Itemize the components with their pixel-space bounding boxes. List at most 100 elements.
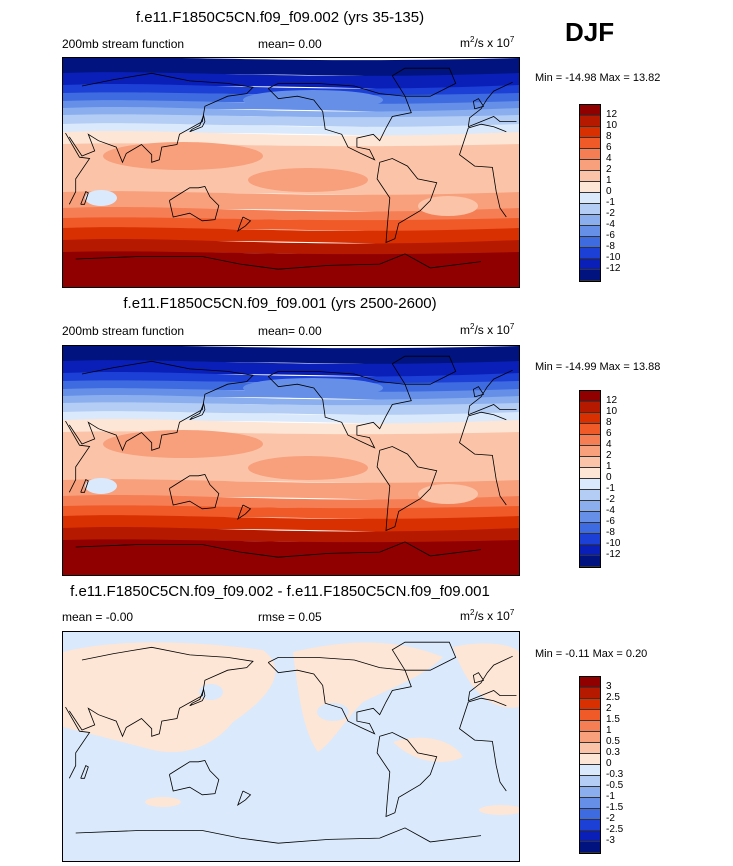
colorbar-tick-label: -6 (606, 230, 615, 241)
colorbar-swatch (580, 721, 600, 732)
colorbar-swatch (580, 699, 600, 710)
colorbar-tick-label: -0.3 (606, 769, 624, 780)
colorbar-tick-label: 6 (606, 142, 612, 153)
colorbar-swatch (580, 116, 600, 127)
coastline (480, 697, 507, 707)
coastline (480, 123, 507, 133)
panel2-variable-label: 200mb stream function (62, 324, 185, 338)
colorbar-tick-label: -0.5 (606, 780, 624, 791)
colorbar-tick-label: 12 (606, 109, 618, 120)
colorbar-tick-label: 0 (606, 472, 612, 483)
colorbar-swatch (580, 545, 600, 556)
colorbar-tick-label: -8 (606, 241, 615, 252)
panel2-map (62, 345, 520, 576)
coastline (169, 186, 220, 222)
coastline (467, 81, 513, 127)
colorbar-swatch (580, 446, 600, 457)
coastline (391, 641, 457, 671)
colorbar-swatch (580, 259, 600, 270)
colorbar-tick-label: 0.3 (606, 747, 620, 758)
coastline (75, 253, 482, 270)
colorbar-tick-label: -12 (606, 549, 621, 560)
panel2-minmax: Min = -14.99 Max = 13.88 (535, 361, 661, 373)
colorbar-tick-label: 1 (606, 725, 612, 736)
coastline (391, 355, 457, 385)
coastline (80, 479, 89, 493)
contour-band (63, 402, 519, 418)
coastline (267, 82, 412, 161)
panel3-units: m2/s x 107 (460, 608, 515, 623)
coastline (267, 656, 412, 735)
colorbar-swatch (580, 435, 600, 446)
panel3-rmse-label: rmse = 0.05 (258, 610, 322, 624)
colorbar-tick-label: 0.5 (606, 736, 620, 747)
colorbar-swatch (580, 193, 600, 204)
contour-band (479, 805, 519, 815)
coastline (80, 765, 89, 779)
coastline (480, 411, 507, 421)
panel2-units: m2/s x 107 (460, 322, 515, 337)
colorbar-swatch (580, 391, 600, 402)
coastline (472, 672, 485, 684)
colorbar-tick-label: -2 (606, 494, 615, 505)
colorbar-swatch (580, 534, 600, 545)
contour-band (63, 114, 519, 130)
panel1-minmax: Min = -14.98 Max = 13.82 (535, 72, 661, 84)
contour-band (63, 539, 519, 575)
contour-band (63, 251, 519, 287)
panel1-colorbar (579, 104, 601, 282)
contour-band (248, 168, 368, 192)
colorbar-swatch (580, 523, 600, 534)
colorbar-tick-label: 10 (606, 406, 618, 417)
colorbar-swatch (580, 182, 600, 193)
colorbar-swatch (580, 204, 600, 215)
coastline (169, 760, 220, 796)
coastline (459, 411, 507, 506)
colorbar-swatch (580, 479, 600, 490)
colorbar-swatch (580, 688, 600, 699)
colorbar-tick-label: -3 (606, 835, 615, 846)
contour-band (453, 643, 519, 708)
coastline (376, 158, 438, 244)
coastline (472, 98, 485, 110)
colorbar-swatch (580, 160, 600, 171)
contour-band (85, 478, 117, 494)
colorbar-tick-label: -10 (606, 538, 621, 549)
colorbar-tick-label: -1 (606, 197, 615, 208)
panel3-colorbar (579, 676, 601, 854)
colorbar-tick-label: 10 (606, 120, 618, 131)
coastline (65, 132, 91, 205)
contour-band (248, 456, 368, 480)
panel3-mean-label: mean = -0.00 (62, 610, 134, 624)
contour-band (103, 430, 263, 458)
coastline (391, 67, 457, 97)
colorbar-tick-label: 8 (606, 131, 612, 142)
colorbar-swatch (580, 556, 600, 567)
colorbar-tick-label: 2 (606, 703, 612, 714)
coastline (68, 360, 254, 452)
colorbar-swatch (580, 468, 600, 479)
coastline (189, 687, 206, 707)
coastline (468, 116, 517, 128)
contour-band (317, 703, 349, 721)
colorbar-swatch (580, 677, 600, 688)
panel3-minmax: Min = -0.11 Max = 0.20 (535, 648, 648, 660)
panel2-mean-label: mean= 0.00 (258, 324, 322, 338)
colorbar-tick-label: 1 (606, 175, 612, 186)
colorbar-swatch (580, 501, 600, 512)
colorbar-tick-label: -2 (606, 208, 615, 219)
coastline (65, 420, 91, 493)
colorbar-swatch (580, 457, 600, 468)
colorbar-swatch (580, 105, 600, 116)
season-label: DJF (565, 17, 615, 47)
coastline (189, 113, 206, 133)
contour-band (63, 642, 276, 753)
coastline (75, 827, 482, 844)
colorbar-tick-label: -10 (606, 252, 621, 263)
colorbar-swatch (580, 215, 600, 226)
colorbar-tick-label: -4 (606, 505, 615, 516)
coastline (68, 72, 254, 164)
colorbar-tick-label: -1 (606, 791, 615, 802)
colorbar-swatch (580, 809, 600, 820)
colorbar-tick-label: -1 (606, 483, 615, 494)
